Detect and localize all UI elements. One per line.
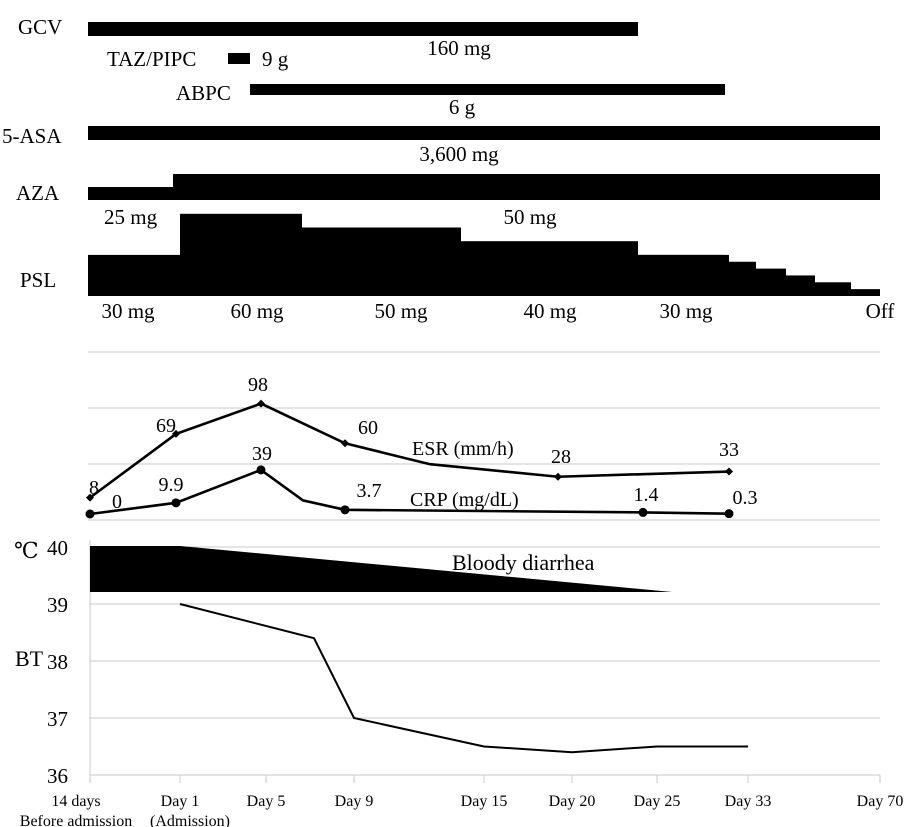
bt-xtick-label: Day 33 [725,793,772,810]
esr-point-1 [172,429,180,438]
taz-pipc-dose: 9 g [262,47,289,71]
bt-ytick-label: 38 [47,650,68,674]
bt-xtick-label: Day 70 [857,793,904,810]
bt-xtick-label: Day 1 [161,793,200,810]
psl-dose-1: 60 mg [230,299,284,323]
esr-point-2 [257,399,265,408]
gcv-bar [88,22,638,36]
psl-bar-taper-start [638,254,725,296]
crp-point-5 [638,507,648,517]
crp-point-2 [256,465,266,475]
bt-xtick-sublabel: Before admission [20,813,132,827]
crp-data-label: 0.3 [733,487,758,509]
aza-bar-0 [88,187,173,200]
bt-xtick-sublabel: (Admission) [150,813,230,827]
esr-data-label: 28 [551,446,571,468]
esr-data-label: 33 [719,439,739,461]
bloody-diarrhea-label: Bloody diarrhea [452,550,595,575]
bt-ytick-label: 36 [47,764,68,788]
psl-taper-step-3 [815,282,851,296]
esr-data-label: 60 [358,417,378,439]
bt-ytick-label: 40 [47,536,68,560]
bt-ytick-label: 39 [47,593,68,617]
esr-point-0 [86,493,94,502]
crp-point-0 [85,509,95,519]
psl-dose-4: 30 mg [659,299,713,323]
psl-taper-step-0 [725,261,756,296]
bt-ytick-label: 37 [47,707,68,731]
psl-bar-0 [88,254,180,296]
esr-point-3 [341,439,349,448]
crp-series-label: CRP (mg/dL) [410,489,519,511]
aza-dose-1: 50 mg [503,205,557,229]
psl-dose-2: 50 mg [374,299,428,323]
aza-bar-1 [173,174,880,200]
esr-series-label: ESR (mm/h) [412,438,514,460]
psl-dose-3: 40 mg [523,299,577,323]
psl-bar-3 [461,241,638,296]
crp-data-label: 0 [112,491,122,513]
crp-data-label: 1.4 [634,484,659,506]
abpc-dose: 6 g [449,95,476,119]
crp-data-label: 9.9 [159,474,184,496]
esr-point-6 [725,467,733,476]
aza-label: AZA [16,181,60,205]
crp-data-label: 3.7 [357,480,382,502]
psl-taper-step-2 [786,275,815,296]
bt-xtick-label: Day 9 [335,793,374,810]
psl-dose-0: 30 mg [101,299,155,323]
aza-dose-0: 25 mg [104,205,158,229]
bt-xtick-label: 14 days [51,793,100,810]
5-asa-label: 5-ASA [2,124,62,148]
psl-taper-step-1 [756,268,786,296]
bloody-diarrhea-wedge [90,546,672,592]
crp-point-1 [171,498,181,508]
abpc-label: ABPC [176,81,231,105]
bt-xtick-label: Day 5 [247,793,286,810]
bt-xtick-label: Day 25 [634,793,681,810]
esr-data-label: 98 [248,374,268,396]
psl-bar-1 [180,213,302,296]
esr-data-label: 8 [89,477,99,499]
bt-xtick-label: Day 15 [461,793,508,810]
bt-unit-label: ℃ [14,538,39,563]
psl-bar-2 [302,227,461,296]
5-asa-dose: 3,600 mg [419,142,499,166]
bt-line [179,603,748,754]
crp-point-4 [340,505,350,515]
bt-xtick-label: Day 20 [549,793,596,810]
taz-pipc-bar [228,53,250,64]
abpc-bar [250,84,725,95]
crp-data-label: 39 [252,443,272,465]
crp-point-6 [724,509,734,519]
gcv-label: GCV [18,15,62,39]
5-asa-bar [88,126,880,140]
gcv-dose: 160 mg [427,36,491,60]
psl-taper-step-4 [851,289,880,296]
bt-ylabel: BT [15,646,44,671]
psl-label: PSL [20,268,56,292]
psl-dose-5: Off [866,299,895,323]
esr-point-5 [554,472,562,481]
esr-data-label: 69 [156,415,176,437]
taz-pipc-label: TAZ/PIPC [107,47,196,71]
